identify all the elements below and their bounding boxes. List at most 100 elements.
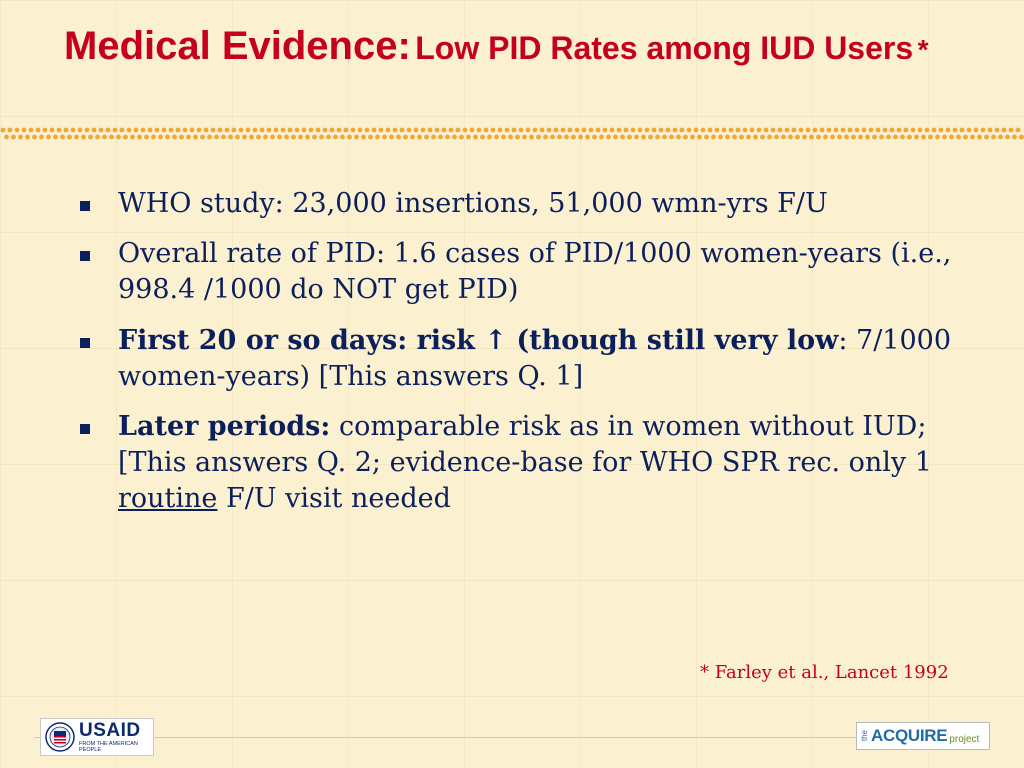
divider-dot	[508, 134, 513, 140]
divider-dot	[361, 134, 366, 140]
divider-dot	[333, 134, 338, 140]
divider-dot	[256, 134, 261, 140]
acquire-wordmark: ACQUIRE	[871, 726, 948, 745]
divider-dot	[648, 134, 653, 140]
divider-dot	[669, 134, 674, 140]
divider-dot	[868, 127, 874, 133]
usaid-wordmark: USAID	[79, 720, 141, 741]
divider-dot	[536, 134, 541, 140]
divider-dot	[711, 134, 716, 140]
divider-dot	[928, 134, 933, 140]
divider-dot	[574, 127, 580, 133]
divider-dot	[630, 127, 636, 133]
divider-dot	[217, 127, 223, 133]
divider-dot	[95, 134, 100, 140]
divider-dot	[784, 127, 790, 133]
divider-dot	[872, 134, 877, 140]
divider-dot	[665, 127, 671, 133]
divider-dot	[371, 127, 377, 133]
divider-dot	[0, 127, 6, 133]
divider-dot	[634, 134, 639, 140]
divider-dot	[28, 127, 34, 133]
divider-dot	[119, 127, 125, 133]
divider-dot	[592, 134, 597, 140]
divider-dot	[77, 127, 83, 133]
divider-dot	[403, 134, 408, 140]
divider-dot	[623, 127, 629, 133]
divider-dot	[280, 127, 286, 133]
divider-dot	[469, 127, 475, 133]
divider-dot	[529, 134, 534, 140]
divider-dot	[998, 134, 1003, 140]
divider-dot	[109, 134, 114, 140]
divider-dot	[770, 127, 776, 133]
divider-dot	[144, 134, 149, 140]
divider-dot	[273, 127, 279, 133]
divider-dot	[676, 134, 681, 140]
divider-dot	[578, 134, 583, 140]
divider-dot	[133, 127, 139, 133]
divider-dot	[497, 127, 503, 133]
divider-dot	[399, 127, 405, 133]
divider-dot	[1015, 127, 1021, 133]
divider-dot	[263, 134, 268, 140]
bullet-bold-text: Later periods:	[118, 410, 331, 442]
divider-dot	[56, 127, 62, 133]
divider-dot	[935, 134, 940, 140]
divider-dot	[994, 127, 1000, 133]
divider-dot	[704, 134, 709, 140]
divider-dot	[970, 134, 975, 140]
divider-dot	[791, 127, 797, 133]
divider-dot	[546, 127, 552, 133]
divider-dot	[336, 127, 342, 133]
divider-dot	[854, 127, 860, 133]
divider-dot	[644, 127, 650, 133]
divider-dot	[1001, 127, 1007, 133]
divider-dot	[88, 134, 93, 140]
divider-dot	[553, 127, 559, 133]
divider-dot	[32, 134, 37, 140]
divider-dot	[483, 127, 489, 133]
divider-dot	[445, 134, 450, 140]
divider-dot	[980, 127, 986, 133]
bullet-text: Overall rate of PID: 1.6 cases of PID/10…	[118, 238, 952, 306]
divider-dot	[816, 134, 821, 140]
divider-dot	[893, 134, 898, 140]
citation-footnote: * Farley et al., Lancet 1992	[700, 662, 949, 683]
divider-dot	[312, 134, 317, 140]
divider-dot	[91, 127, 97, 133]
divider-dot	[718, 134, 723, 140]
bullet-square-icon	[80, 423, 90, 434]
divider-dot	[721, 127, 727, 133]
divider-dot	[595, 127, 601, 133]
divider-dot	[637, 127, 643, 133]
divider-dot	[455, 127, 461, 133]
divider-dot	[910, 127, 916, 133]
divider-dot	[417, 134, 422, 140]
divider-dot	[858, 134, 863, 140]
divider-dot	[812, 127, 818, 133]
divider-dot	[130, 134, 135, 140]
divider-dot	[662, 134, 667, 140]
divider-dot	[945, 127, 951, 133]
divider-dot	[679, 127, 685, 133]
divider-dot	[501, 134, 506, 140]
divider-dot	[742, 127, 748, 133]
divider-dot	[137, 134, 142, 140]
divider-dot	[882, 127, 888, 133]
divider-dot	[410, 134, 415, 140]
divider-dot	[140, 127, 146, 133]
bullet-item: Overall rate of PID: 1.6 cases of PID/10…	[80, 236, 980, 308]
divider-dot	[168, 127, 174, 133]
divider-dot	[151, 134, 156, 140]
divider-dot	[690, 134, 695, 140]
divider-dot	[249, 134, 254, 140]
divider-dot	[228, 134, 233, 140]
divider-dot	[655, 134, 660, 140]
divider-dot	[753, 134, 758, 140]
divider-dot	[802, 134, 807, 140]
divider-dot	[756, 127, 762, 133]
divider-dot	[242, 134, 247, 140]
bullet-square-icon	[80, 337, 90, 348]
divider-dot	[459, 134, 464, 140]
